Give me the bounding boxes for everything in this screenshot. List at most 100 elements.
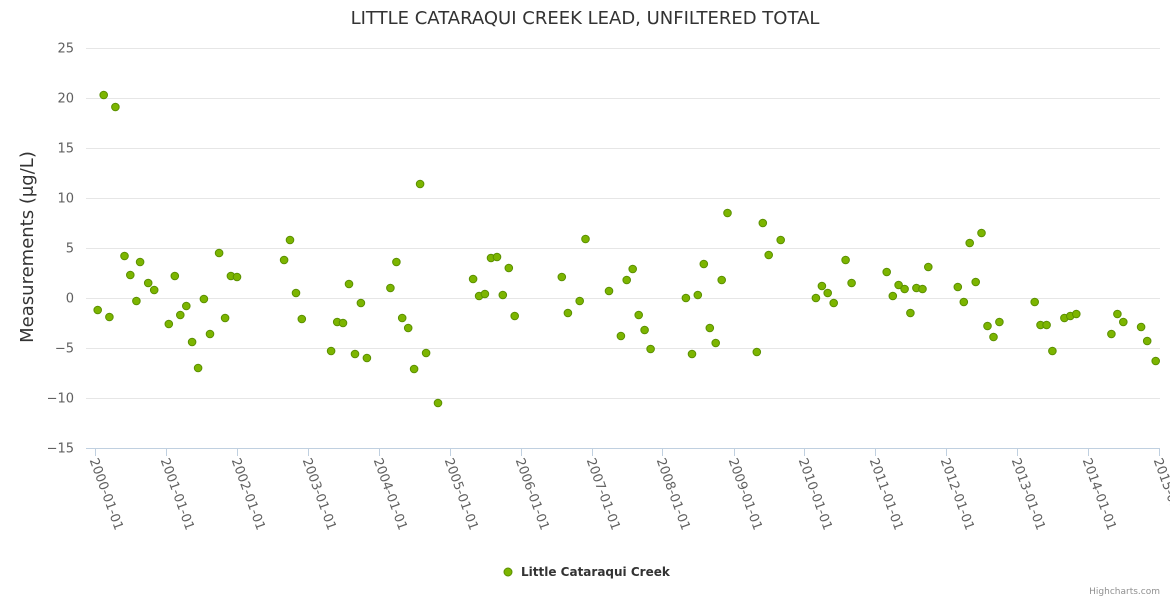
legend-label[interactable]: Little Cataraqui Creek: [521, 565, 671, 579]
data-point[interactable]: [492, 252, 502, 262]
data-point[interactable]: [392, 257, 401, 267]
data-point[interactable]: [403, 323, 413, 333]
data-point[interactable]: [214, 248, 224, 258]
data-point[interactable]: [811, 293, 821, 303]
data-point[interactable]: [616, 331, 626, 341]
data-point[interactable]: [693, 290, 703, 300]
data-point[interactable]: [581, 234, 590, 244]
data-point[interactable]: [752, 347, 762, 357]
data-point[interactable]: [415, 179, 425, 189]
data-point[interactable]: [220, 313, 230, 323]
data-point[interactable]: [924, 262, 933, 272]
data-point[interactable]: [326, 346, 336, 356]
data-point[interactable]: [409, 364, 419, 374]
data-point[interactable]: [285, 235, 295, 245]
data-point[interactable]: [338, 318, 348, 328]
data-point[interactable]: [764, 250, 774, 260]
data-point[interactable]: [995, 317, 1004, 327]
data-point[interactable]: [356, 298, 366, 308]
data-point[interactable]: [847, 278, 856, 288]
data-point[interactable]: [135, 257, 145, 267]
data-point[interactable]: [681, 293, 691, 303]
data-point[interactable]: [99, 90, 108, 100]
data-point[interactable]: [687, 349, 697, 359]
data-point[interactable]: [711, 338, 721, 348]
data-point[interactable]: [421, 348, 431, 358]
data-point[interactable]: [1151, 356, 1160, 366]
data-point[interactable]: [279, 255, 289, 265]
data-point[interactable]: [965, 238, 975, 248]
data-point[interactable]: [1042, 320, 1051, 330]
data-point[interactable]: [776, 235, 786, 245]
data-point[interactable]: [900, 284, 909, 294]
data-point[interactable]: [557, 272, 567, 282]
data-point[interactable]: [1119, 317, 1128, 327]
data-point[interactable]: [132, 296, 141, 306]
data-point[interactable]: [1072, 309, 1081, 319]
data-point[interactable]: [723, 208, 732, 218]
data-point[interactable]: [199, 294, 209, 304]
data-point[interactable]: [176, 310, 185, 320]
data-point[interactable]: [111, 102, 120, 112]
data-point[interactable]: [983, 321, 992, 331]
data-point[interactable]: [628, 264, 638, 274]
data-point[interactable]: [989, 332, 998, 342]
data-point[interactable]: [344, 279, 354, 289]
data-point[interactable]: [143, 278, 153, 288]
data-point[interactable]: [105, 312, 114, 322]
data-point[interactable]: [510, 311, 520, 321]
data-point[interactable]: [717, 275, 727, 285]
data-point[interactable]: [93, 305, 102, 315]
data-point[interactable]: [480, 289, 490, 299]
data-point[interactable]: [971, 277, 981, 287]
data-point[interactable]: [187, 337, 197, 347]
data-point[interactable]: [953, 282, 963, 292]
data-point[interactable]: [468, 274, 478, 284]
data-point[interactable]: [397, 313, 407, 323]
data-point[interactable]: [1107, 329, 1116, 339]
data-point[interactable]: [817, 281, 827, 291]
data-point[interactable]: [634, 310, 644, 320]
data-point[interactable]: [888, 291, 898, 301]
data-point[interactable]: [894, 280, 903, 290]
data-point[interactable]: [297, 314, 307, 324]
data-point[interactable]: [575, 296, 585, 306]
data-point[interactable]: [622, 275, 632, 285]
data-point[interactable]: [1048, 346, 1057, 356]
data-point[interactable]: [386, 283, 395, 293]
data-point[interactable]: [164, 319, 174, 329]
data-point[interactable]: [193, 363, 203, 373]
legend[interactable]: Little Cataraqui Creek: [503, 565, 671, 579]
data-point[interactable]: [1113, 309, 1122, 319]
data-point[interactable]: [1030, 297, 1039, 307]
data-point[interactable]: [362, 353, 372, 363]
data-point[interactable]: [182, 301, 191, 311]
data-point[interactable]: [504, 263, 514, 273]
data-point[interactable]: [1136, 322, 1146, 332]
data-point[interactable]: [882, 267, 892, 277]
data-point[interactable]: [563, 308, 573, 318]
data-point[interactable]: [918, 284, 927, 294]
data-point[interactable]: [170, 271, 180, 281]
data-point[interactable]: [906, 308, 915, 318]
data-point[interactable]: [646, 344, 655, 354]
data-point[interactable]: [498, 290, 508, 300]
data-point[interactable]: [149, 285, 159, 295]
data-point[interactable]: [604, 286, 614, 296]
data-point[interactable]: [705, 323, 715, 333]
data-point[interactable]: [699, 259, 709, 269]
data-point[interactable]: [350, 349, 360, 359]
data-point[interactable]: [640, 325, 649, 335]
data-point[interactable]: [977, 228, 986, 238]
data-point[interactable]: [1142, 336, 1152, 346]
data-point[interactable]: [126, 270, 135, 280]
data-point[interactable]: [841, 255, 850, 265]
data-point[interactable]: [433, 398, 443, 408]
data-point[interactable]: [120, 251, 129, 261]
data-point[interactable]: [291, 288, 301, 298]
data-point[interactable]: [205, 329, 215, 339]
data-point[interactable]: [959, 297, 969, 307]
data-point[interactable]: [758, 218, 768, 228]
data-point[interactable]: [232, 272, 242, 282]
data-point[interactable]: [829, 298, 839, 308]
